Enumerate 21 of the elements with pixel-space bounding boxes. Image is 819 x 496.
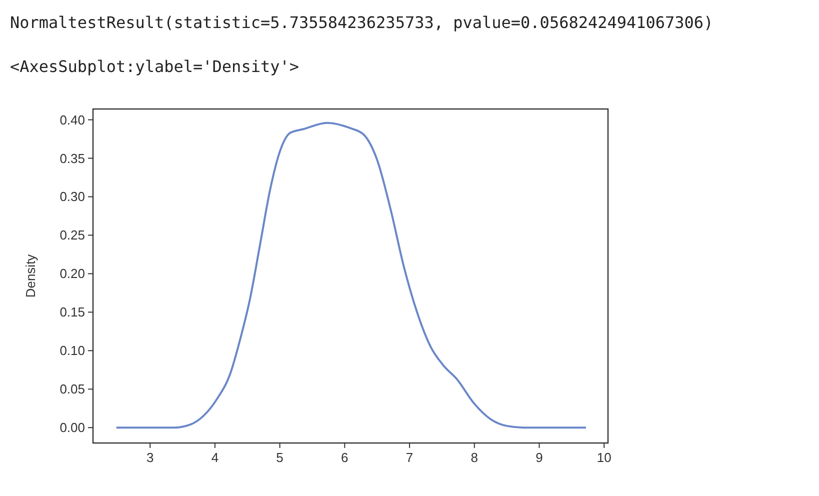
text: NormaltestResult(statistic=5.735584236235733, pvalue=0.05682424941067306): [10, 13, 714, 32]
y-tick-label: 0.00: [60, 420, 85, 436]
x-tick-label: 5: [276, 450, 284, 465]
line-series: [115, 122, 587, 429]
x-tick-label: 3: [146, 450, 154, 465]
y-tick-label: 0.35: [60, 150, 85, 166]
y-tick-label: 0.10: [60, 343, 85, 358]
y-tick-label: 0.25: [60, 228, 85, 243]
text: <AxesSubplot:ylabel='Density'>: [10, 57, 299, 76]
x-tick-label: 6: [341, 450, 348, 465]
x-tick-label: 10: [596, 450, 612, 465]
x-tick-label: 7: [406, 450, 414, 465]
y-tick-label: 0.15: [60, 304, 85, 320]
y-axis-title: Density: [23, 254, 38, 298]
x-tick-label: 9: [536, 450, 543, 465]
y-tick-label: 0.30: [60, 189, 85, 204]
x-tick-label: 4: [211, 450, 219, 465]
y-tick-label: 0.40: [60, 112, 85, 128]
x-tick-label: 8: [470, 450, 478, 465]
y-tick-label: 0.05: [60, 382, 85, 397]
y-tick-label: 0.20: [60, 266, 85, 282]
